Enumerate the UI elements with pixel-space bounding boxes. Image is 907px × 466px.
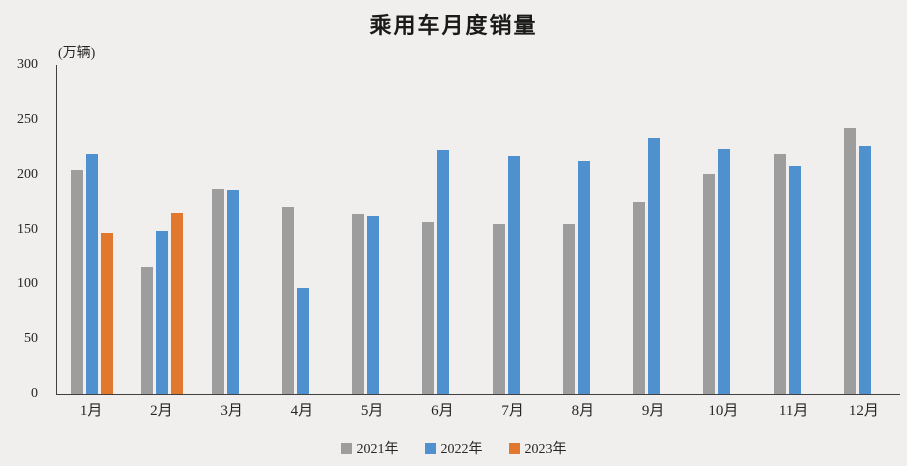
- bar-group-1月: [57, 65, 127, 394]
- bar-2021年-11月: [773, 153, 786, 394]
- x-tick-label-6月: 6月: [431, 403, 454, 419]
- x-tick-label-5月: 5月: [360, 403, 384, 419]
- bar-group-11月: [760, 65, 830, 394]
- bar-2022年-9月: [648, 138, 661, 394]
- bar-group-2月: [127, 65, 197, 394]
- bar-2021年-12月: [843, 128, 856, 394]
- bar-2021年-7月: [492, 223, 505, 394]
- bar-2022年-7月: [507, 155, 520, 394]
- bar-2022年-10月: [718, 149, 731, 394]
- y-tick-label: 250: [17, 111, 38, 127]
- bar-2022年-4月: [296, 288, 309, 394]
- bar-2022年-1月: [86, 154, 99, 394]
- bar-group-6月: [408, 65, 478, 394]
- bar-group-10月: [689, 65, 759, 394]
- x-tick-label-12月: 12月: [848, 403, 879, 419]
- y-tick-label: 100: [17, 276, 38, 292]
- legend: 2021年 2022年 2023年: [0, 438, 907, 458]
- y-axis-unit-label: (万辆): [58, 46, 96, 61]
- x-tick-label-11月: 11月: [778, 403, 809, 419]
- bar-2022年-6月: [437, 150, 450, 394]
- y-axis: 300 250 200 150 100 50 0: [0, 0, 40, 466]
- x-tick-label-9月: 9月: [641, 403, 665, 419]
- x-tick-label-1月: 1月: [79, 403, 103, 419]
- bar-group-4月: [268, 65, 338, 394]
- bar-2021年-8月: [562, 223, 575, 394]
- legend-swatch-icon: [424, 442, 436, 454]
- legend-swatch-icon: [340, 442, 352, 454]
- bar-2022年-8月: [577, 161, 590, 394]
- bar-group-9月: [619, 65, 689, 394]
- legend-item-2021年: 2021年: [340, 438, 399, 458]
- bar-2023年-1月: [101, 232, 114, 394]
- x-tick-label-4月: 4月: [290, 403, 314, 419]
- plot-area: [56, 65, 900, 395]
- bar-2022年-5月: [367, 216, 380, 394]
- x-tick-label-7月: 7月: [501, 403, 524, 419]
- bar-2021年-5月: [352, 213, 365, 394]
- bar-2021年-4月: [281, 207, 294, 394]
- y-tick-label: 0: [31, 386, 38, 401]
- bar-group-12月: [830, 65, 900, 394]
- bar-2021年-9月: [633, 202, 646, 394]
- legend-swatch-icon: [508, 442, 520, 454]
- x-tick-label-2月: 2月: [150, 403, 173, 419]
- bar-2022年-3月: [226, 189, 239, 394]
- bar-2021年-2月: [141, 267, 154, 394]
- y-tick-label: 50: [24, 331, 38, 347]
- bar-group-3月: [198, 65, 268, 394]
- bar-2021年-1月: [71, 169, 84, 394]
- bar-2022年-12月: [858, 145, 871, 394]
- bar-2021年-10月: [703, 173, 716, 394]
- bar-group-5月: [338, 65, 408, 394]
- legend-label: 2023年: [524, 442, 567, 457]
- bar-group-8月: [549, 65, 619, 394]
- bar-2021年-6月: [422, 221, 435, 394]
- bar-2021年-3月: [211, 188, 224, 394]
- bar-2022年-11月: [788, 166, 801, 394]
- legend-item-2023年: 2023年: [508, 438, 567, 458]
- y-tick-label: 200: [17, 166, 38, 182]
- bar-2022年-2月: [156, 230, 169, 394]
- x-axis: 1月 2月 3月 4月 5月 6月 7月 8月 9月 10月 11月 12月: [56, 399, 899, 420]
- legend-label: 2022年: [440, 442, 483, 457]
- legend-label: 2021年: [356, 442, 399, 457]
- y-tick-label: 300: [17, 57, 38, 72]
- legend-item-2022年: 2022年: [424, 438, 483, 458]
- chart-title: 乘用车月度销量: [369, 13, 538, 38]
- y-tick-label: 150: [17, 221, 38, 237]
- bar-2023年-2月: [171, 212, 184, 394]
- x-tick-label-3月: 3月: [220, 403, 243, 419]
- bar-group-7月: [479, 65, 549, 394]
- x-tick-label-10月: 10月: [708, 403, 739, 419]
- x-tick-label-8月: 8月: [571, 403, 595, 419]
